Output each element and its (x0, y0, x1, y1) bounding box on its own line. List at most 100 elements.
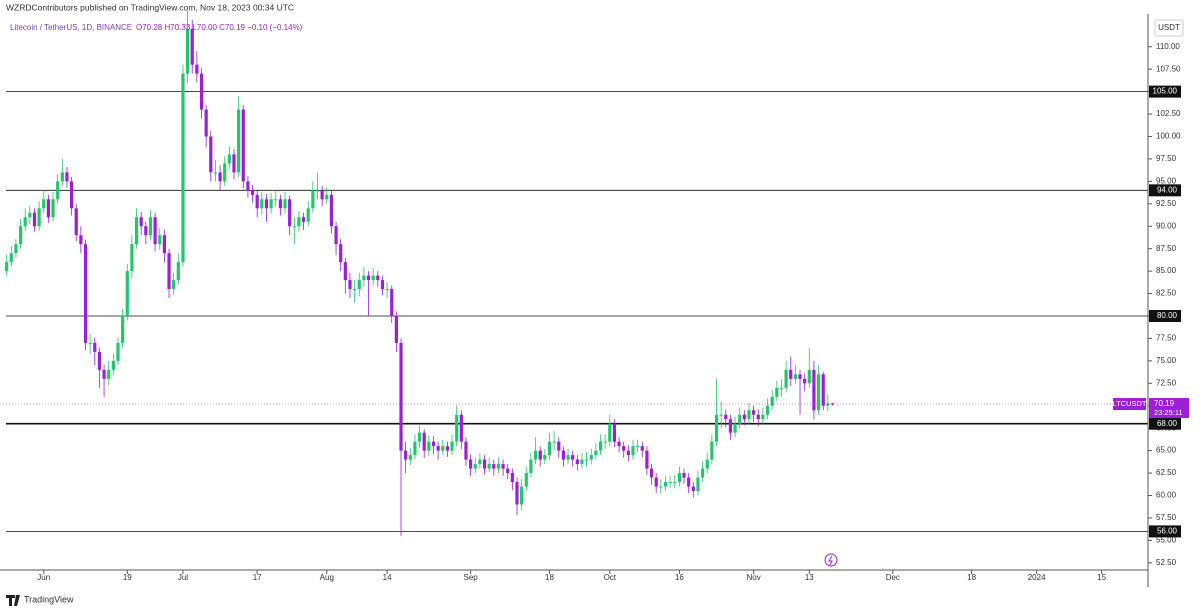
plot-area (0, 10, 1148, 536)
candle-body (56, 181, 60, 200)
candle-body (668, 482, 672, 484)
candle-body (97, 351, 102, 370)
x-tick-label: 15 (1097, 573, 1106, 582)
candle-body (390, 289, 394, 316)
candle-body (798, 374, 802, 379)
candle-body (408, 455, 412, 460)
x-tick-label: 18 (967, 573, 976, 582)
publish-note: WZRDContributors published on TradingVie… (6, 2, 294, 12)
candle-body (547, 441, 552, 456)
candle-body (246, 181, 250, 191)
candle-body (213, 172, 218, 174)
candle-body (51, 199, 55, 218)
candle-body (733, 423, 737, 433)
candle-body (830, 403, 835, 405)
candle-body (710, 441, 714, 460)
candle-body (584, 459, 589, 461)
candle-body (366, 275, 371, 281)
currency-label: USDT (1158, 23, 1180, 32)
candle-body (190, 28, 194, 65)
candle-body (738, 414, 742, 424)
y-tick-label: 55.00 (1156, 535, 1177, 544)
candle-body (172, 280, 176, 290)
candle-body (176, 262, 180, 281)
candle-body (510, 473, 514, 483)
x-tick-label: Aug (320, 573, 334, 582)
x-tick-label: 18 (545, 573, 554, 582)
candle-body (603, 441, 607, 443)
candle-body (543, 455, 547, 460)
event-icon[interactable] (824, 553, 838, 567)
candle-body (816, 374, 821, 411)
candle-body (9, 253, 13, 263)
candle-body (705, 459, 709, 469)
candle-body (320, 190, 324, 200)
candle-body (394, 315, 398, 343)
candle-body (269, 199, 273, 209)
candle-body (148, 217, 153, 236)
candle-body (209, 136, 213, 173)
level-tag (1149, 309, 1181, 322)
candle-body (250, 190, 255, 195)
candle-body (334, 226, 338, 245)
candle-body (413, 441, 417, 456)
level-label: 68.00 (1157, 419, 1178, 428)
x-tick-label: 19 (123, 573, 132, 582)
candle-body (325, 194, 329, 200)
candle-body (427, 441, 431, 451)
candle-body (79, 235, 83, 245)
candle-body (116, 342, 120, 361)
candle-body (18, 226, 23, 245)
candle-body (649, 468, 654, 478)
candle-body (60, 172, 64, 182)
candle-body (645, 450, 649, 469)
candle-body (417, 432, 422, 442)
currency-box[interactable] (1154, 19, 1184, 37)
candle-body (5, 262, 9, 272)
candle-body (821, 374, 825, 406)
candle-body (580, 459, 584, 465)
candle-body (431, 441, 436, 447)
candle-body (167, 253, 171, 290)
candle-body (278, 199, 282, 209)
x-tick-label: Jul (178, 573, 188, 582)
candle-body (153, 217, 157, 245)
candle-body (793, 374, 797, 379)
candle-body (204, 109, 208, 137)
candle-body (594, 450, 598, 456)
candle-body (696, 477, 700, 492)
x-tick-label: 14 (383, 573, 392, 582)
candle-body (636, 446, 640, 448)
candle-body (520, 486, 524, 505)
candle-body (83, 244, 88, 343)
candle-body (742, 414, 746, 420)
candle-body (134, 217, 139, 245)
candle-body (770, 396, 774, 406)
candle-body (677, 473, 681, 483)
x-tick-label: Jun (37, 573, 50, 582)
candle-body (371, 275, 375, 281)
candle-body (315, 190, 320, 192)
candle-body (752, 410, 756, 415)
candle-body (218, 172, 222, 182)
candle-body (404, 450, 408, 460)
candle-body (464, 441, 468, 460)
y-tick-label: 52.50 (1156, 558, 1177, 567)
candle-body (617, 441, 621, 447)
candle-body (719, 414, 723, 416)
candle-body (784, 369, 788, 388)
y-tick-label: 90.00 (1156, 221, 1177, 230)
y-tick-label: 60.00 (1156, 491, 1177, 500)
candle-body (42, 199, 46, 209)
y-tick-label: 82.50 (1156, 289, 1177, 298)
symbol-title: Litecoin / TetherUS, 1D, BINANCE (10, 23, 132, 32)
candle-body (469, 459, 473, 469)
candle-body (199, 73, 204, 110)
event-icon-bolt (828, 555, 833, 566)
level-label: 94.00 (1157, 185, 1178, 194)
candle-body (144, 226, 148, 236)
candle-body (765, 405, 770, 415)
candle-body (761, 414, 765, 420)
